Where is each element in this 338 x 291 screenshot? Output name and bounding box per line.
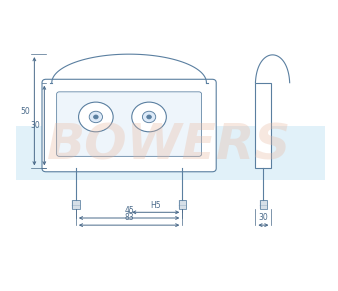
Circle shape [94,115,98,119]
FancyBboxPatch shape [57,92,201,156]
Text: H5: H5 [150,201,161,210]
Circle shape [78,102,113,132]
Circle shape [89,111,102,123]
Text: 83: 83 [124,213,134,222]
Text: 45: 45 [124,205,134,214]
Bar [256,83,271,168]
Circle shape [142,111,156,123]
FancyBboxPatch shape [16,125,325,180]
Circle shape [132,102,166,132]
Text: 30: 30 [259,213,268,222]
Circle shape [147,115,151,119]
Text: BOWERS: BOWERS [47,122,291,169]
Text: 50: 50 [21,107,30,116]
Bar [179,200,186,210]
FancyBboxPatch shape [42,79,216,172]
Text: 30: 30 [31,121,40,130]
Bar [260,200,267,210]
Bar [72,200,79,210]
